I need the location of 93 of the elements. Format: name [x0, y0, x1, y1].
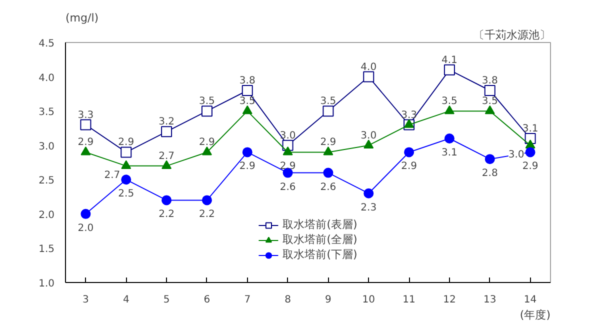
data-label: 4.0: [360, 62, 377, 73]
data-label: 2.9: [199, 137, 215, 148]
data-label: 3.1: [522, 124, 538, 134]
x-tick-label: 7: [244, 294, 251, 306]
data-label: 2.9: [78, 137, 94, 148]
data-label: 3.1: [442, 148, 458, 158]
data-label: 3.5: [442, 96, 458, 108]
data-label: 2.2: [158, 209, 174, 220]
x-tick-label: 9: [325, 294, 332, 306]
point: [80, 146, 91, 156]
data-label: 3.0: [508, 149, 524, 160]
x-tick-label: 10: [362, 294, 375, 306]
point: [242, 147, 252, 158]
y-tick-label: 3.0: [38, 141, 55, 152]
point: [162, 195, 172, 206]
legend-label: 取水塔前(表層): [282, 217, 358, 232]
point: [121, 160, 132, 170]
x-tick-label: 13: [484, 294, 496, 306]
y-axis-title: (mg/l): [66, 12, 99, 24]
data-label: 3.3: [401, 110, 417, 121]
legend-label: 取水塔前(下層): [282, 247, 358, 262]
x-tick-label: 3: [82, 294, 89, 306]
data-label: 2.2: [199, 209, 215, 220]
data-label: 3.0: [360, 130, 377, 142]
point: [323, 168, 334, 178]
data-label: 2.9: [280, 161, 296, 172]
point: [484, 105, 495, 114]
data-label: 2.5: [118, 188, 134, 200]
data-label: 2.6: [320, 182, 336, 193]
point: [201, 106, 212, 117]
point: [323, 146, 334, 156]
data-label: 2.8: [482, 168, 498, 180]
point: [80, 119, 92, 130]
chart-title: 〔千苅水源池〕: [474, 28, 550, 42]
data-label: 2.9: [320, 137, 336, 148]
data-label: 2.9: [401, 161, 417, 172]
point: [404, 119, 414, 128]
data-label: 2.3: [360, 202, 377, 214]
x-tick-label: 12: [443, 294, 456, 306]
point: [80, 208, 91, 219]
data-label: 2.7: [104, 170, 120, 181]
x-tick-label: 4: [122, 294, 130, 306]
data-label: 3.5: [482, 96, 498, 108]
point: [120, 146, 132, 158]
x-tick-label: 6: [204, 294, 210, 306]
data-label: 3.2: [158, 116, 174, 128]
data-label: 2.9: [239, 161, 256, 172]
data-label: 3.8: [482, 76, 498, 86]
point: [202, 195, 212, 206]
point: [525, 140, 536, 148]
point: [444, 64, 455, 76]
point: [242, 85, 253, 96]
point: [364, 140, 374, 148]
x-tick-label: 8: [284, 294, 291, 306]
y-tick-label: 2.0: [38, 210, 55, 221]
data-label: 3.8: [239, 76, 256, 86]
data-label: 3.5: [199, 96, 215, 108]
data-label: 3.0: [280, 130, 296, 142]
legend-label: 取水塔前(全層): [282, 232, 358, 247]
point: [484, 154, 495, 164]
data-label: 2.0: [78, 222, 94, 234]
data-label: 3.5: [239, 96, 256, 108]
point: [121, 174, 132, 185]
point: [282, 146, 293, 156]
point: [364, 188, 374, 198]
point: [162, 160, 172, 170]
point: [161, 126, 172, 138]
point: [444, 134, 454, 144]
point: [202, 146, 212, 156]
point: [404, 147, 414, 158]
point: [444, 105, 454, 114]
y-tick-label: 1.0: [38, 278, 55, 290]
point: [242, 105, 252, 114]
y-tick-label: 2.5: [38, 176, 55, 187]
data-label: 4.1: [442, 54, 458, 66]
data-label: 2.9: [522, 161, 538, 172]
y-tick-label: 3.5: [38, 107, 55, 118]
data-label: 2.7: [158, 150, 174, 162]
data-label: 3.5: [320, 96, 336, 108]
x-axis-title: (年度): [520, 308, 551, 322]
x-tick-label: 5: [163, 294, 170, 306]
point: [322, 106, 334, 117]
point: [525, 147, 536, 158]
y-tick-label: 4.5: [38, 38, 55, 50]
y-tick-label: 4.0: [38, 72, 55, 84]
data-label: 3.3: [78, 110, 94, 121]
point: [363, 71, 374, 82]
data-label: 2.9: [118, 137, 134, 148]
point: [484, 85, 496, 96]
x-tick-label: 14: [524, 294, 537, 306]
y-tick-label: 1.5: [38, 244, 55, 256]
data-label: 2.6: [280, 182, 296, 193]
x-tick-label: 11: [402, 294, 416, 306]
